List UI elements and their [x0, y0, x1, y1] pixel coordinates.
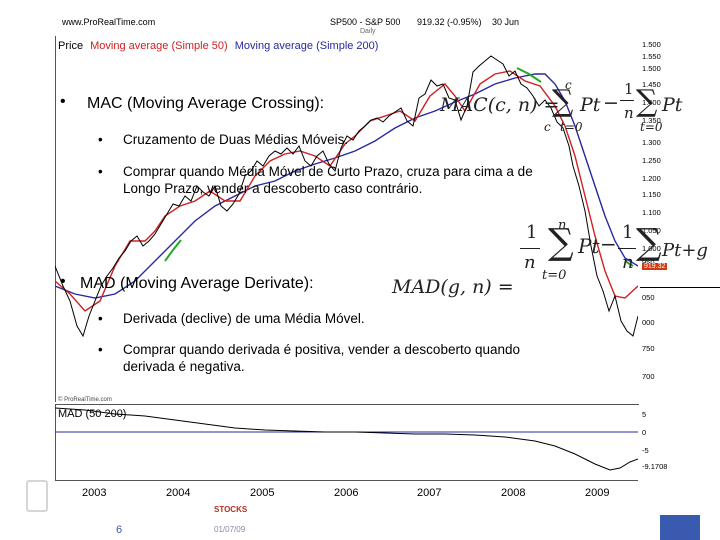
mad-formula-n-upper: n	[558, 218, 567, 233]
mad-point2-bullet: •	[98, 342, 103, 357]
mac-bullet: •	[60, 93, 66, 110]
mac-point2-line1: Comprar quando Média Móvel de Curto Praz…	[123, 164, 533, 179]
symbol-name: SP500 - S&P 500	[330, 17, 401, 27]
footer-graphic	[660, 515, 700, 540]
mac-sigma-2: ∑	[636, 84, 658, 119]
year-label: 2007	[417, 487, 442, 499]
mad-formula-ptg: Pt+g	[662, 240, 708, 261]
mac-point2-line2: Longo Prazo, vender a descoberto caso co…	[123, 181, 423, 196]
period-label: Daily	[360, 28, 376, 35]
price-line	[55, 55, 638, 338]
mad-watermark: © ProRealTime.com	[58, 397, 112, 403]
quote-date: 30 Jun	[492, 17, 520, 27]
mac-formula-t0-2: t=0	[640, 120, 663, 134]
mac-fraction-bar	[620, 100, 634, 101]
footer-date-code: 01/07/09	[214, 525, 246, 534]
legend-price: Price	[58, 40, 84, 52]
mad-point1: Derivada (declive) de uma Média Móvel.	[123, 311, 365, 326]
mad-formula-n-1: n	[524, 252, 536, 273]
footer-stocks-label: STOCKS	[214, 505, 248, 514]
legend-ma50: Moving average (Simple 50)	[90, 40, 228, 52]
mad-formula-pt: Pt	[578, 234, 600, 258]
mad-line	[55, 407, 638, 471]
mad-formula-lhs: MAD(g, n) =	[392, 276, 514, 298]
page-number: 6	[116, 524, 123, 536]
site-url[interactable]: www.ProRealTime.com	[62, 17, 156, 27]
mad-sigma-1: ∑	[548, 222, 574, 263]
mac-formula-one: 1	[624, 80, 634, 98]
mad-point2-line2: derivada é negativa.	[123, 359, 245, 374]
mac-formula-n: n	[624, 104, 634, 122]
mad-bullet: •	[60, 273, 66, 290]
price-chart	[55, 55, 638, 338]
mac-formula-t0: t=0	[560, 120, 583, 134]
legend-ma200: Moving average (Simple 200)	[234, 40, 379, 52]
year-label: 2006	[334, 487, 359, 499]
year-label: 2005	[250, 487, 275, 499]
mac-formula-c: c	[565, 78, 572, 92]
mad-formula: MAD(g, n) = 1 n n ∑ t=0 Pt − 1 n ∑ Pt+g	[390, 218, 720, 298]
highlight-segment-3	[624, 260, 634, 267]
chart-area	[55, 36, 639, 402]
mad-fraction-bar-1	[520, 248, 540, 249]
mad-title: MAD (50 200)	[58, 408, 127, 420]
footer-logo	[22, 470, 52, 530]
highlight-segment-1	[164, 239, 182, 262]
mac-point2-bullet: •	[98, 164, 103, 179]
mac-formula-minus: −	[603, 92, 619, 114]
mac-formula-pt: Pt	[580, 94, 601, 116]
year-label: 2009	[585, 487, 610, 499]
mac-formula: MAC(c, n) = c ∑ c t=0 Pt − 1 n ∑ t=0 Pt	[440, 78, 720, 140]
mad-title: MAD (Moving Average Derivate):	[80, 275, 314, 292]
mac-formula-c-lower: c	[544, 120, 551, 134]
year-label: 2008	[501, 487, 526, 499]
mac-formula-lhs: MAC(c, n) =	[440, 94, 560, 116]
mad-panel	[55, 404, 639, 481]
mad-formula-n-2: n	[622, 252, 634, 273]
year-axis	[55, 480, 638, 499]
mac-sigma-1: ∑	[552, 84, 574, 119]
mad-fraction-bar-2	[618, 248, 636, 249]
year-label: 2004	[166, 487, 191, 499]
mad-point1-bullet: •	[98, 311, 103, 326]
highlight-segment-2	[516, 67, 542, 83]
last-price-badge: 919.32	[642, 263, 668, 270]
mad-sigma-2: ∑	[636, 222, 662, 263]
mad-chart	[55, 407, 638, 471]
mac-point1-bullet: •	[98, 132, 103, 147]
mad-formula-minus: −	[600, 232, 617, 256]
year-label: 2003	[82, 487, 107, 499]
ma200-line	[55, 73, 638, 299]
mac-point1: Cruzamento de Duas Médias Móveis.	[123, 132, 349, 147]
mad-formula-t0-1: t=0	[542, 268, 567, 283]
mac-title: MAC (Moving Average Crossing):	[87, 95, 325, 112]
mad-formula-one-2: 1	[622, 222, 634, 243]
chart-legend: Price Moving average (Simple 50) Moving …	[58, 40, 382, 52]
mad-point2-line1: Comprar quando derivada é positiva, vend…	[123, 342, 521, 357]
quote-value: 919.32 (-0.95%)	[417, 17, 482, 27]
mac-formula-pt-2: Pt	[662, 94, 683, 116]
mad-formula-one-1: 1	[526, 222, 538, 243]
price-axis-divider	[640, 287, 720, 288]
